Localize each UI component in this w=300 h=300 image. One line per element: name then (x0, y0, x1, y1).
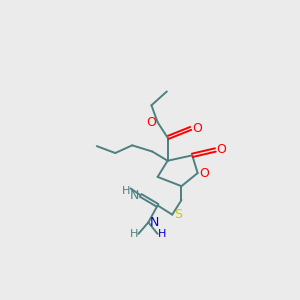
Text: S: S (174, 208, 182, 221)
Text: O: O (192, 122, 202, 135)
Text: H: H (122, 186, 130, 196)
Text: H: H (158, 229, 166, 239)
Text: O: O (146, 116, 156, 129)
Text: H: H (130, 229, 138, 239)
Text: O: O (217, 143, 226, 157)
Text: N: N (130, 189, 139, 202)
Text: N: N (150, 216, 159, 229)
Text: O: O (200, 167, 209, 180)
